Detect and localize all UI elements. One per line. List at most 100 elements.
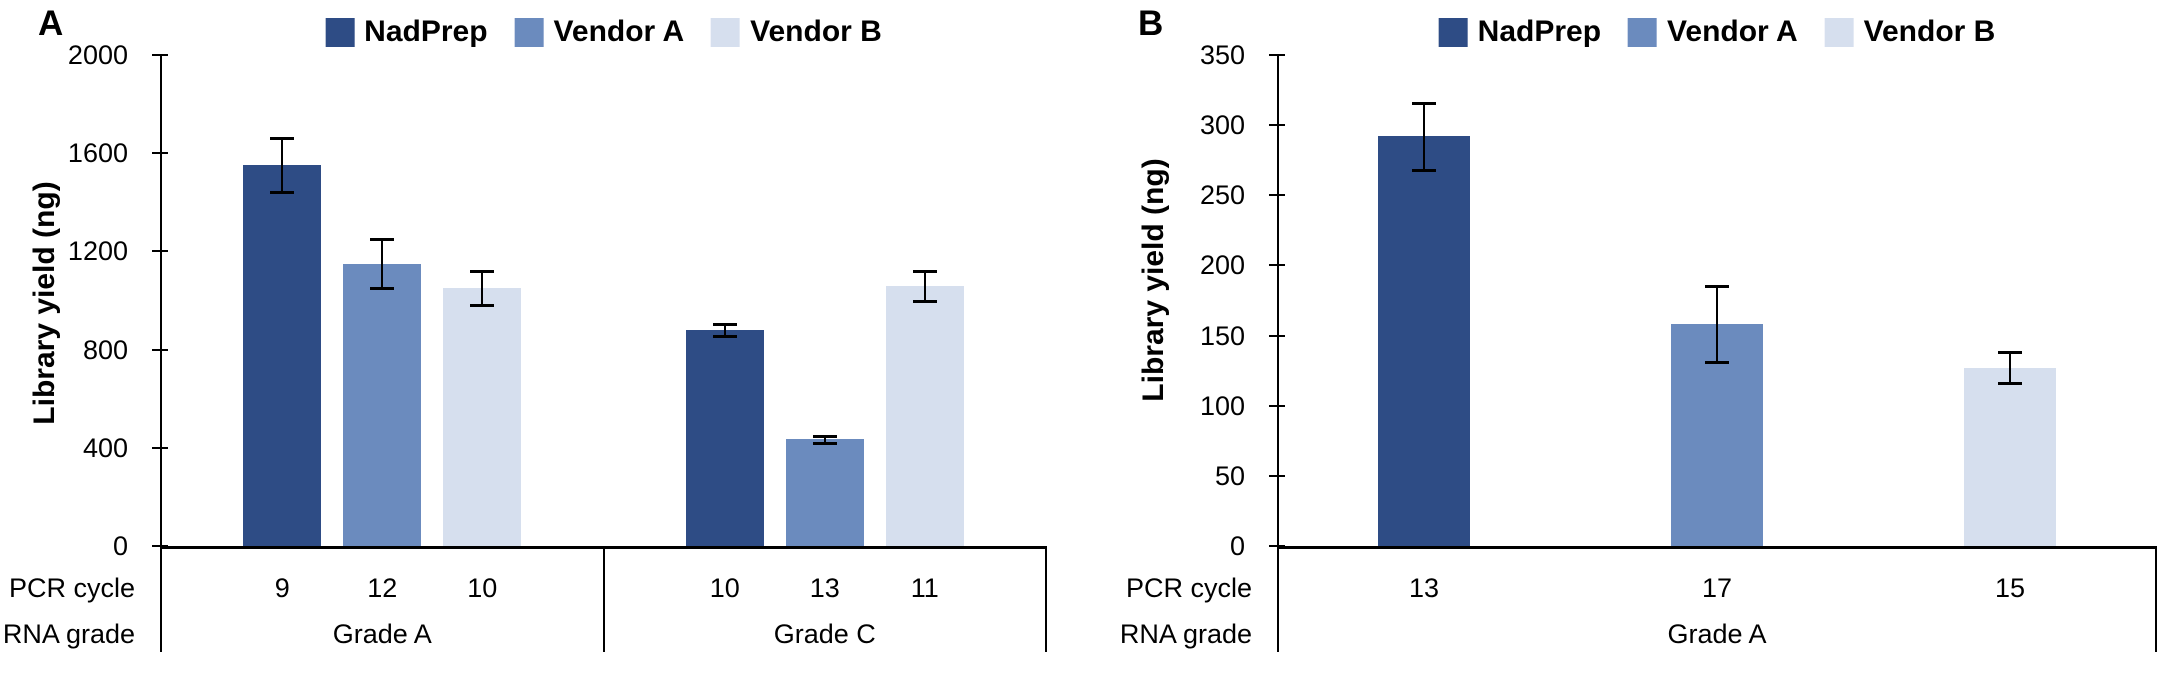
panel-a-label: A bbox=[38, 4, 64, 43]
error-bar-cap-top bbox=[370, 238, 395, 242]
error-bar-line bbox=[723, 323, 726, 337]
pcr-cycle-value: 11 bbox=[910, 573, 939, 603]
y-axis-tick-label: 300 bbox=[1199, 110, 1245, 141]
pcr-cycle-value: 10 bbox=[467, 573, 498, 603]
error-bar-line bbox=[1423, 102, 1425, 171]
y-axis-tick-label: 100 bbox=[1199, 390, 1245, 421]
y-axis-tick-label: 2000 bbox=[67, 40, 128, 70]
y-axis-tick bbox=[1269, 124, 1285, 127]
legend-label: Vendor A bbox=[553, 15, 685, 48]
error-bar-cap-top bbox=[912, 270, 937, 274]
legend-swatch-vendor-b bbox=[711, 17, 741, 47]
y-axis-tick-label: 150 bbox=[1199, 320, 1245, 351]
y-axis-tick bbox=[1269, 194, 1285, 197]
legend-item-vendor-b: Vendor B bbox=[711, 15, 882, 49]
y-axis-tick bbox=[152, 348, 168, 351]
y-axis-tick-label: 800 bbox=[82, 334, 128, 365]
y-axis-tick bbox=[152, 54, 168, 56]
table-divider-line bbox=[602, 546, 605, 652]
error-bar-line bbox=[923, 271, 926, 301]
y-axis-line bbox=[1277, 55, 1279, 546]
legend-label: NadPrep bbox=[364, 15, 488, 48]
error-bar-cap-top bbox=[712, 322, 737, 326]
bar-vendor-a bbox=[343, 263, 422, 546]
legend-label: Vendor B bbox=[750, 15, 882, 48]
error-bar-line bbox=[281, 138, 284, 193]
y-axis-tick bbox=[1269, 474, 1285, 477]
y-axis-tick-label: 200 bbox=[1199, 250, 1245, 281]
bar-vendor-b bbox=[443, 288, 522, 546]
y-axis-tick bbox=[1269, 404, 1285, 407]
panel-a-y-axis-title: Library yield (ng) bbox=[28, 181, 61, 425]
pcr-cycle-value: 13 bbox=[809, 573, 840, 603]
bar-vendor-a bbox=[785, 439, 864, 546]
bar-nadprep bbox=[685, 329, 764, 546]
y-axis-tick-label: 1600 bbox=[67, 138, 128, 169]
legend-swatch-nadprep bbox=[325, 17, 355, 47]
bar-nadprep bbox=[243, 165, 322, 546]
legend-swatch-nadprep bbox=[1438, 17, 1468, 47]
legend-item-vendor-b: Vendor B bbox=[1824, 15, 1996, 49]
panel-b-row-label-pcr-cycle: PCR cycle bbox=[1125, 573, 1252, 603]
panel-b: B Library yield (ng) NadPrep Vendor A Vend… bbox=[1082, 0, 2163, 686]
bar-vendor-b bbox=[885, 285, 964, 546]
y-axis-tick-label: 0 bbox=[1229, 531, 1245, 561]
panel-a-row-label-pcr-cycle: PCR cycle bbox=[8, 573, 135, 603]
legend-label: NadPrep bbox=[1477, 15, 1602, 48]
pcr-cycle-value: 15 bbox=[1994, 573, 2026, 603]
rna-grade-value: Grade A bbox=[1667, 619, 1767, 649]
y-axis-tick bbox=[1269, 54, 1285, 56]
panel-b-row-label-rna-grade: RNA grade bbox=[1119, 619, 1252, 649]
pcr-cycle-value: 17 bbox=[1701, 573, 1733, 603]
error-bar-cap-top bbox=[1998, 351, 2022, 355]
y-axis-tick bbox=[1269, 264, 1285, 267]
error-bar-cap-top bbox=[470, 270, 495, 274]
error-bar-cap-bottom bbox=[270, 191, 295, 195]
panel-a-legend: NadPrep Vendor A Vendor B bbox=[325, 15, 882, 49]
error-bar-cap-bottom bbox=[1998, 382, 2022, 386]
legend-swatch-vendor-b bbox=[1824, 17, 1854, 47]
table-divider-line bbox=[160, 546, 162, 652]
panel-b-legend: NadPrep Vendor A Vendor B bbox=[1438, 15, 1996, 49]
y-axis-tick bbox=[152, 250, 168, 253]
table-divider-line bbox=[2155, 546, 2157, 652]
rna-grade-value: Grade C bbox=[773, 619, 876, 649]
panel-b-label: B bbox=[1138, 4, 1164, 43]
table-divider-line bbox=[1277, 546, 1279, 652]
y-axis-tick bbox=[152, 446, 168, 449]
y-axis-tick-label: 0 bbox=[112, 531, 128, 561]
error-bar-cap-top bbox=[812, 434, 837, 438]
error-bar-cap-bottom bbox=[1412, 169, 1436, 173]
legend-label: Vendor B bbox=[1863, 15, 1996, 48]
error-bar-line bbox=[2009, 352, 2011, 384]
error-bar-cap-bottom bbox=[470, 304, 495, 308]
legend-label: Vendor A bbox=[1667, 15, 1798, 48]
y-axis-tick-label: 1200 bbox=[67, 236, 128, 267]
panel-a-row-label-rna-grade: RNA grade bbox=[2, 619, 135, 649]
bar-nadprep bbox=[1378, 136, 1470, 546]
pcr-cycle-value: 13 bbox=[1408, 573, 1440, 603]
error-bar-cap-bottom bbox=[812, 441, 837, 445]
table-divider-line bbox=[1045, 546, 1047, 652]
x-axis-line bbox=[1277, 546, 2157, 549]
legend-item-nadprep: NadPrep bbox=[325, 15, 488, 49]
pcr-cycle-value: 9 bbox=[274, 573, 290, 603]
y-axis-tick bbox=[1269, 334, 1285, 337]
y-axis-tick-label: 400 bbox=[82, 432, 128, 463]
pcr-cycle-value: 10 bbox=[709, 573, 740, 603]
error-bar-line bbox=[823, 435, 826, 443]
error-bar-cap-top bbox=[1705, 285, 1729, 289]
y-axis-tick-label: 250 bbox=[1199, 180, 1245, 211]
y-axis-tick-label: 350 bbox=[1199, 40, 1245, 70]
rna-grade-value: Grade A bbox=[332, 619, 432, 649]
error-bar-line bbox=[381, 239, 384, 289]
error-bar-cap-bottom bbox=[912, 299, 937, 303]
y-axis-tick-label: 50 bbox=[1214, 460, 1245, 491]
error-bar-cap-bottom bbox=[1705, 361, 1729, 365]
legend-item-vendor-a: Vendor A bbox=[1628, 15, 1798, 49]
error-bar-cap-top bbox=[1412, 101, 1436, 105]
error-bar-cap-bottom bbox=[370, 287, 395, 291]
bar-vendor-b bbox=[1964, 367, 2056, 546]
legend-swatch-vendor-a bbox=[514, 17, 544, 47]
